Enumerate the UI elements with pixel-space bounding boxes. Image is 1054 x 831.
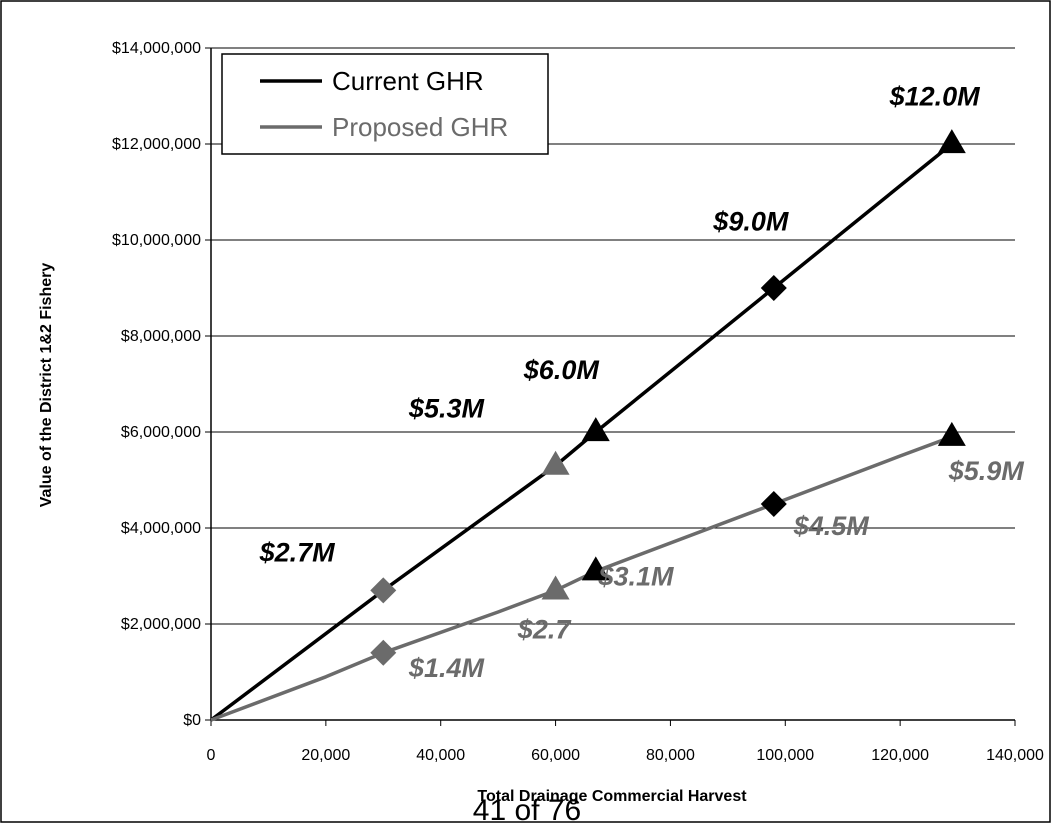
page-footer: 41 of 76 [473,794,581,826]
data-label: $4.5M [793,511,870,541]
x-tick-label: 40,000 [416,747,465,764]
data-point-triangle [541,450,570,475]
x-tick-label: 120,000 [871,747,929,764]
data-markers [370,129,966,666]
data-label: $2.7 [517,614,573,644]
y-tick-label: $10,000,000 [112,232,201,249]
y-tick-label: $2,000,000 [121,616,201,633]
y-axis-title: Value of the District 1&2 Fishery [38,263,55,508]
data-label: $1.4M [408,653,485,683]
data-label: $2.7M [259,538,336,568]
data-point-triangle [581,556,610,581]
x-tick-label: 80,000 [646,747,695,764]
data-point-triangle [541,575,570,600]
x-tick-label: 20,000 [301,747,350,764]
y-tick-label: $8,000,000 [121,328,201,345]
x-tick-label: 0 [207,747,216,764]
data-annotations: $2.7M $5.3M $6.0M $9.0M $12.0M $1.4M $2.7 $3.1M… [259,82,1025,683]
data-point-diamond [370,577,397,604]
legend-box [221,53,549,155]
data-point-triangle [937,421,966,446]
y-tick-label: $12,000,000 [112,136,201,153]
data-label: $12.0M [889,82,981,112]
data-label: $9.0M [712,206,789,236]
data-point-diamond [760,275,787,301]
y-tick-label: $6,000,000 [121,424,201,441]
y-tick-label: $4,000,000 [121,520,201,537]
gridlines [211,47,1015,625]
y-tick-label: $14,000,000 [112,40,201,57]
legend: Current GHR Proposed GHR [221,53,549,155]
data-point-diamond [760,491,787,517]
data-label: $6.0M [523,355,600,385]
x-tick-label: 140,000 [986,747,1044,764]
data-label: $5.9M [948,456,1025,486]
series-line-current-ghr [209,142,953,722]
data-point-triangle [581,417,610,442]
x-tick-label: 100,000 [756,747,814,764]
y-tick-label: $0 [183,712,201,729]
legend-label: Proposed GHR [332,112,508,142]
x-axis-title: Total Drainage Commercial Harvest [477,788,747,805]
data-point-triangle [937,129,966,154]
axes: $0 $2,000,000 $4,000,000 $6,000,000 $8,000,0… [112,40,1044,764]
data-label: $3.1M [597,562,674,592]
x-tick-label: 60,000 [531,747,580,764]
data-label: $5.3M [408,394,485,424]
data-point-diamond [370,639,397,666]
legend-label: Current GHR [332,66,484,96]
